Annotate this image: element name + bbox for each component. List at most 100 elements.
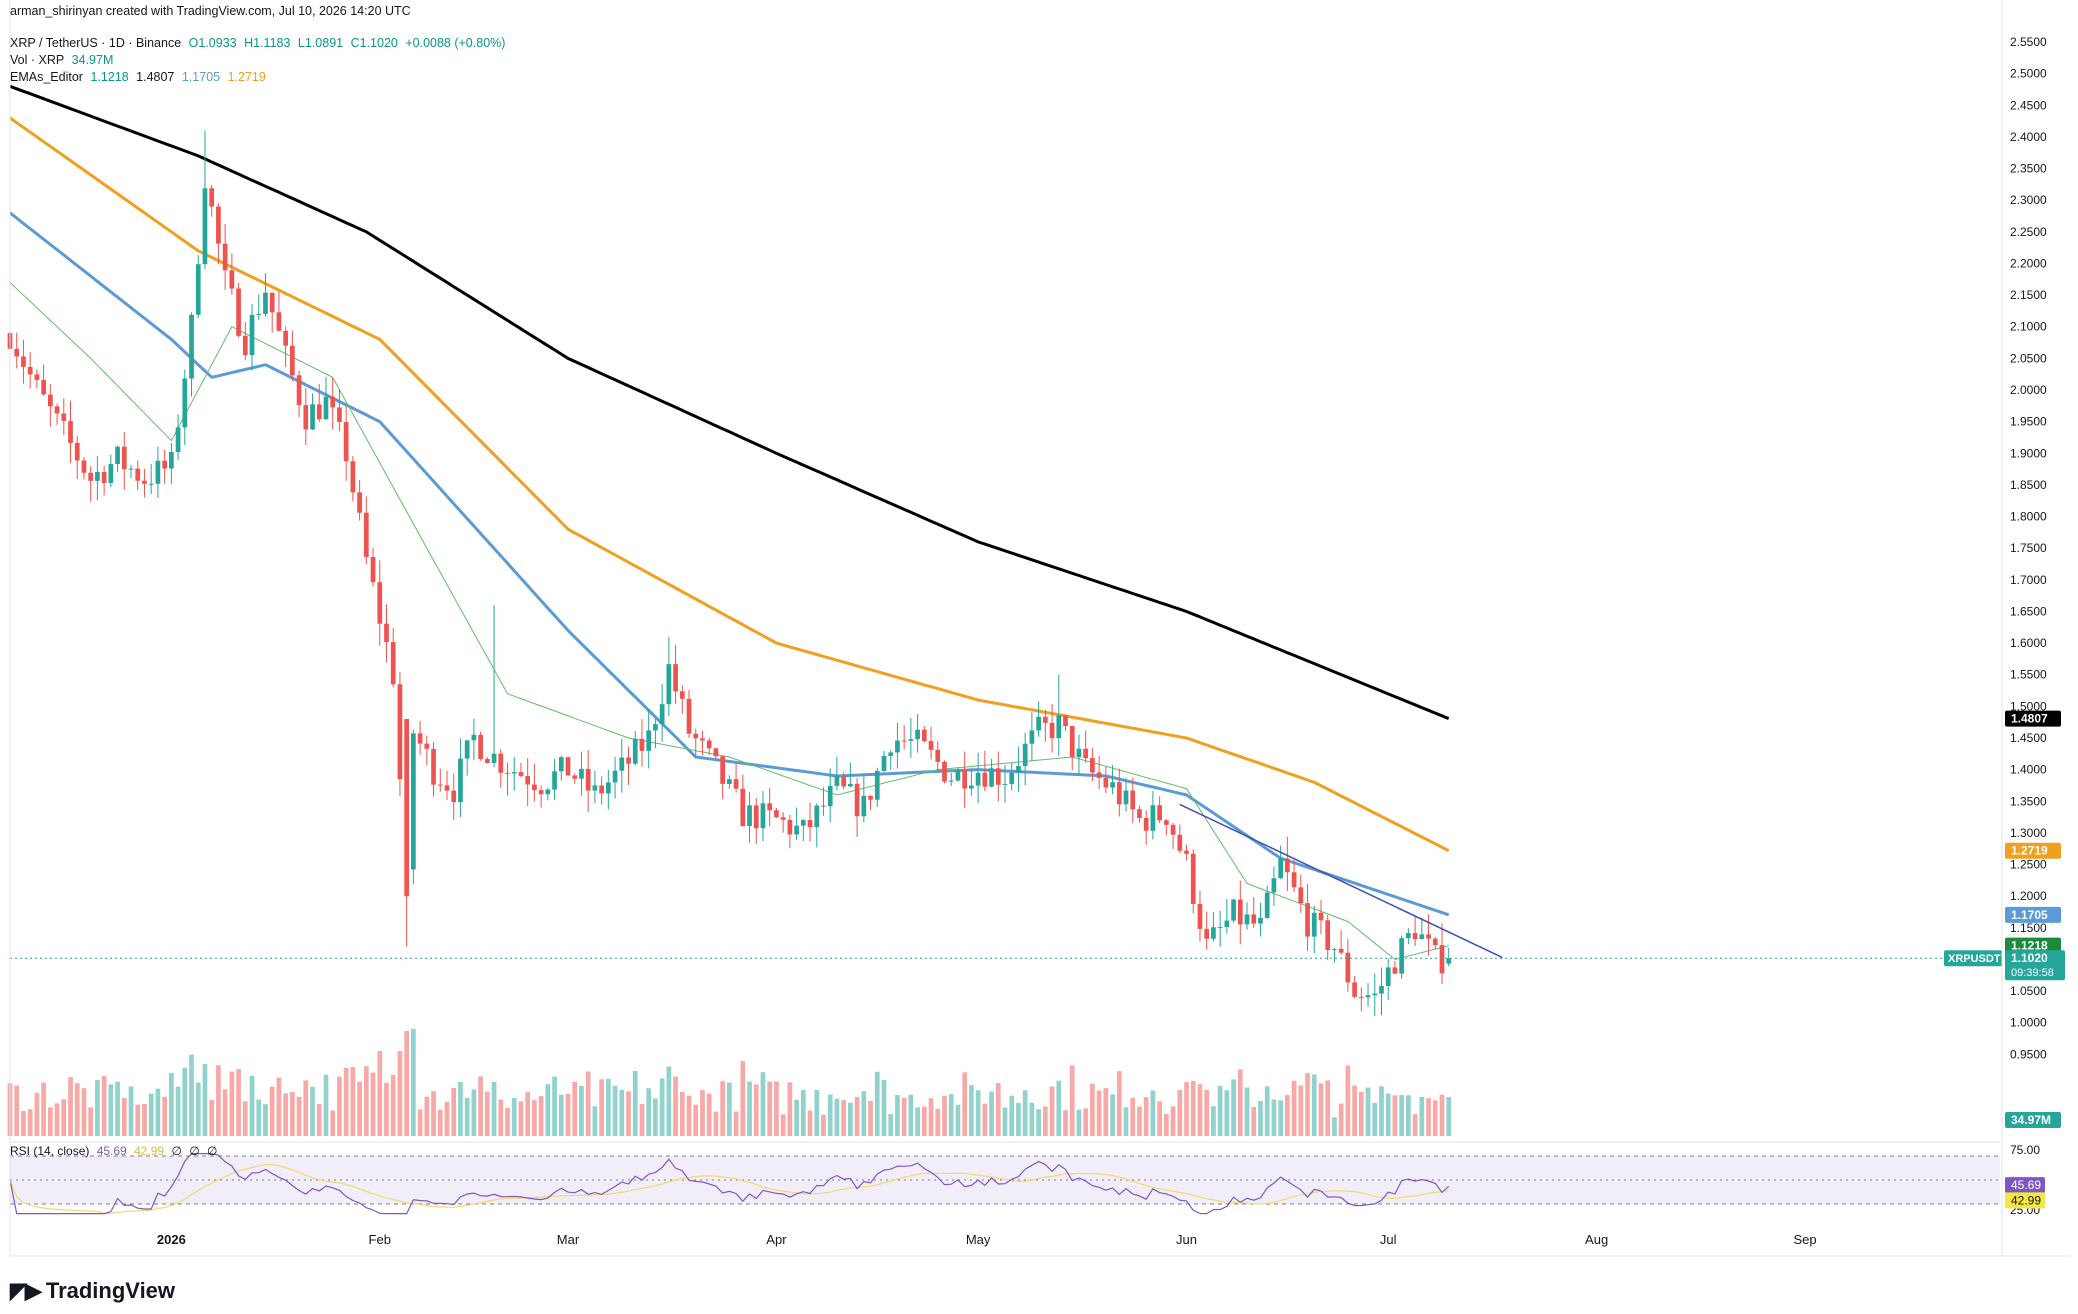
candle-body bbox=[1022, 743, 1028, 767]
volume-bar bbox=[753, 1084, 759, 1136]
candle-body bbox=[142, 480, 147, 484]
candle-body bbox=[323, 396, 329, 420]
candle-body bbox=[881, 756, 887, 771]
volume-bar bbox=[310, 1086, 315, 1136]
volume-bar bbox=[1157, 1101, 1162, 1136]
candle-body bbox=[1063, 715, 1068, 727]
volume-bar bbox=[854, 1097, 860, 1136]
volume-bar bbox=[498, 1099, 504, 1136]
volume-bar bbox=[868, 1100, 873, 1136]
candle-body bbox=[115, 446, 120, 465]
candle-body bbox=[800, 820, 806, 826]
volume-bar bbox=[471, 1089, 477, 1136]
rsi-badge-label: 45.69 bbox=[2011, 1178, 2041, 1192]
candle-body bbox=[263, 292, 268, 314]
candle-body bbox=[511, 772, 517, 774]
volume-bar bbox=[363, 1066, 369, 1136]
volume-bar bbox=[545, 1084, 551, 1136]
candle-body bbox=[794, 825, 799, 835]
volume-bar bbox=[222, 1089, 228, 1136]
volume-bar bbox=[1379, 1086, 1384, 1136]
candle-body bbox=[935, 749, 941, 762]
candle-body bbox=[1036, 716, 1041, 731]
candle-body bbox=[760, 803, 766, 829]
volume-bar bbox=[1345, 1065, 1351, 1136]
volume-bar bbox=[713, 1111, 719, 1136]
candle-body bbox=[673, 664, 678, 692]
volume-bar bbox=[249, 1075, 255, 1136]
price-tick-label: 2.3500 bbox=[2010, 162, 2047, 176]
candle-body bbox=[572, 775, 578, 779]
candle-body bbox=[182, 378, 188, 428]
ema-line-ema-50 bbox=[9, 211, 1450, 917]
candle-body bbox=[431, 748, 436, 785]
symbol-tag bbox=[1944, 950, 2002, 967]
candle-body bbox=[1116, 782, 1122, 805]
candle-body bbox=[1392, 967, 1398, 974]
candle-body bbox=[1076, 748, 1082, 758]
candle-body bbox=[1056, 715, 1062, 739]
candle-body bbox=[1271, 878, 1277, 893]
price-tick-label: 2.2500 bbox=[2010, 225, 2047, 239]
candle-body bbox=[1325, 920, 1331, 951]
candle-body bbox=[175, 427, 181, 453]
candle-body bbox=[1090, 758, 1095, 773]
candle-body bbox=[888, 752, 894, 757]
volume-bar bbox=[370, 1072, 376, 1136]
price-tick-label: 2.4500 bbox=[2010, 98, 2047, 112]
price-badge-label: 1.1705 bbox=[2011, 908, 2048, 922]
candle-body bbox=[545, 789, 551, 795]
candle-body bbox=[1110, 782, 1115, 788]
volume-bar bbox=[605, 1078, 611, 1136]
candle-body bbox=[1002, 783, 1008, 785]
volume-bar bbox=[915, 1107, 920, 1136]
volume-bar bbox=[390, 1075, 396, 1136]
volume-bar bbox=[1325, 1080, 1331, 1136]
candle-body bbox=[1305, 903, 1310, 937]
candle-body bbox=[81, 460, 87, 473]
candle-body bbox=[1177, 834, 1183, 851]
candle-body bbox=[1365, 995, 1371, 998]
volume-bar bbox=[592, 1106, 598, 1136]
volume-bar bbox=[47, 1107, 53, 1136]
candle-body bbox=[1285, 858, 1290, 873]
candle-body bbox=[1217, 927, 1223, 929]
rsi-line bbox=[9, 1153, 1450, 1215]
symbol-legend: XRP / TetherUS · 1D · Binance O1.0933 H1… bbox=[10, 36, 509, 50]
candle-body bbox=[1190, 853, 1196, 904]
volume-bar bbox=[14, 1085, 20, 1136]
volume-bar bbox=[552, 1076, 557, 1136]
volume-bar bbox=[1311, 1074, 1317, 1136]
volume-bar bbox=[1412, 1114, 1418, 1136]
volume-bar bbox=[747, 1081, 752, 1136]
candle-body bbox=[216, 206, 221, 244]
candle-body bbox=[841, 775, 847, 787]
rsi-upper-label: 75.00 bbox=[2010, 1143, 2040, 1157]
volume-bar bbox=[794, 1099, 799, 1136]
volume-bar bbox=[962, 1072, 968, 1136]
volume-bar bbox=[216, 1065, 221, 1136]
candle-body bbox=[915, 729, 920, 740]
emas-legend: EMAs_Editor 1.1218 1.4807 1.1705 1.2719 bbox=[10, 70, 270, 84]
volume-bar bbox=[1278, 1100, 1283, 1136]
volume-bar bbox=[693, 1104, 699, 1136]
volume-bar bbox=[518, 1101, 524, 1136]
price-tick-label: 1.5000 bbox=[2010, 699, 2047, 713]
candles bbox=[7, 130, 1452, 1017]
price-badge bbox=[2005, 710, 2061, 727]
candle-body bbox=[397, 684, 403, 780]
volume-bar bbox=[1143, 1097, 1149, 1136]
candle-body bbox=[1049, 722, 1055, 739]
volume-bar bbox=[357, 1081, 362, 1136]
volume-bar bbox=[1298, 1085, 1304, 1136]
volume-bar bbox=[431, 1091, 436, 1136]
candle-body bbox=[108, 464, 114, 484]
volume-bar bbox=[290, 1091, 295, 1136]
tradingview-logo[interactable]: ◤▶ TradingView bbox=[10, 1278, 175, 1304]
volume-bar bbox=[989, 1091, 994, 1136]
candle-body bbox=[747, 805, 752, 827]
volume-bar bbox=[881, 1079, 887, 1136]
